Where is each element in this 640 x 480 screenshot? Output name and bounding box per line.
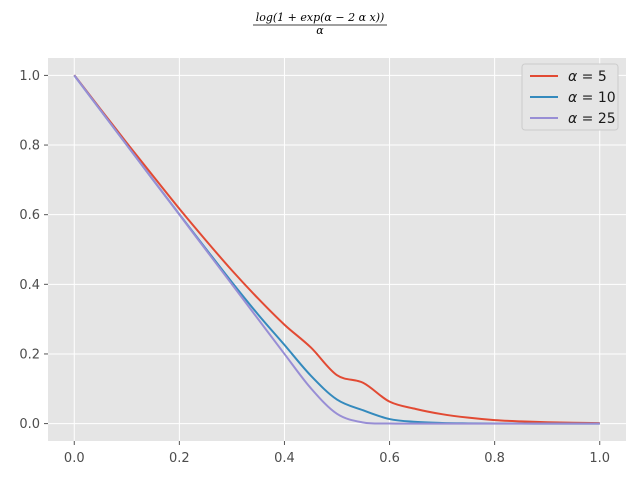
- chart-title: log(1 + exp(α − 2 α x)) α: [253, 11, 387, 37]
- legend-label: α = 10: [568, 90, 616, 106]
- tick-labels: 0.0 0.2 0.4 0.6 0.8 1.0 0.0 0.2 0.4 0.6 0.8 1.0: [19, 69, 610, 466]
- legend-item-alpha-5: α = 5: [530, 69, 607, 85]
- y-tick-label: 1.0: [19, 69, 40, 84]
- legend-item-alpha-25: α = 25: [530, 111, 616, 127]
- x-tick-label: 1.0: [589, 451, 610, 466]
- x-tick-label: 0.8: [484, 451, 505, 466]
- x-tick-label: 0.0: [64, 451, 85, 466]
- y-tick-label: 0.2: [19, 347, 40, 362]
- legend-label-value: = 10: [577, 90, 615, 106]
- legend-label-value: = 25: [577, 111, 615, 127]
- legend-label-symbol: α: [568, 111, 578, 127]
- legend-label: α = 25: [568, 111, 616, 127]
- legend-box: [521, 63, 619, 131]
- legend-item-alpha-10: α = 10: [530, 90, 616, 106]
- series-line-alpha-25: [73, 74, 600, 425]
- legend: α = 5 α = 10 α = 25: [521, 63, 619, 131]
- x-tick-label: 0.4: [274, 451, 295, 466]
- legend-label-symbol: α: [568, 90, 578, 106]
- title-denominator: α: [316, 24, 324, 37]
- y-tick-label: 0.8: [19, 139, 40, 154]
- y-tick-label: 0.6: [19, 208, 40, 223]
- y-tick-label: 0.0: [19, 417, 40, 432]
- x-tick-label: 0.6: [379, 451, 400, 466]
- legend-label-symbol: α: [568, 69, 578, 85]
- title-numerator: log(1 + exp(α − 2 α x)): [256, 11, 385, 24]
- series-lines: [73, 74, 600, 425]
- x-tick-label: 0.2: [169, 451, 190, 466]
- legend-label-value: = 5: [577, 69, 607, 85]
- y-tick-label: 0.4: [19, 278, 40, 293]
- series-line-alpha-5: [73, 74, 600, 425]
- grid: [48, 58, 626, 441]
- legend-label: α = 5: [568, 69, 607, 85]
